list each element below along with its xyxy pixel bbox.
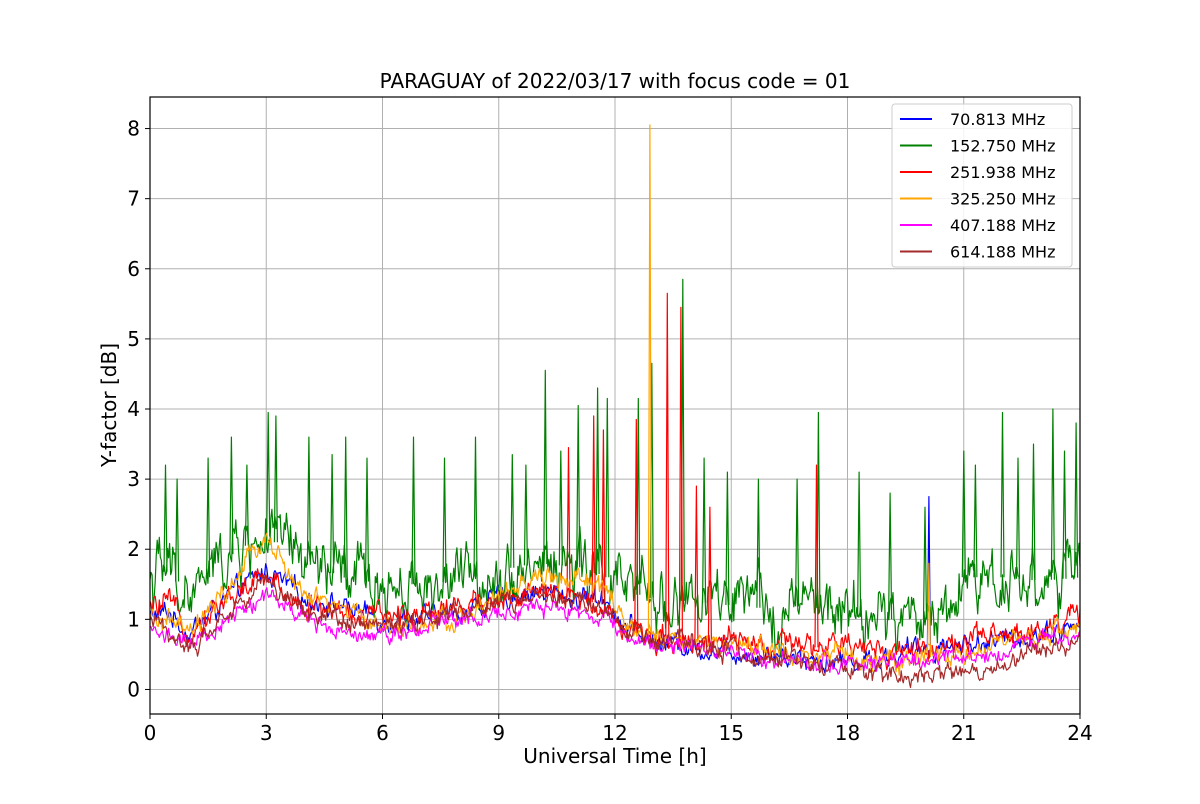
y-tick-label: 7 [127, 187, 140, 211]
series-spike [814, 464, 819, 648]
series-spike [591, 415, 596, 603]
series-line-1 [149, 508, 1081, 658]
series-spike [694, 485, 699, 641]
legend-label: 614.188 MHz [950, 243, 1055, 262]
series-spike [1000, 411, 1005, 578]
series-spike [1015, 457, 1021, 579]
y-tick-label: 1 [127, 607, 140, 631]
legend-label: 251.938 MHz [950, 163, 1055, 182]
y-tick-label: 5 [127, 327, 140, 351]
legend-label: 325.250 MHz [950, 190, 1055, 209]
legend-label: 407.188 MHz [950, 216, 1055, 235]
series-spike [273, 415, 278, 543]
series-spike [543, 369, 548, 565]
series-spike [857, 471, 862, 617]
y-tick-label: 4 [127, 397, 140, 421]
series-spike [266, 411, 271, 537]
series-spike [926, 562, 931, 658]
series-spike [576, 404, 581, 568]
series-spike [229, 436, 234, 555]
series-spike [922, 506, 928, 620]
y-tick-label: 8 [127, 117, 140, 141]
series-spike [795, 478, 800, 607]
x-tick-label: 15 [719, 721, 744, 745]
legend-box [891, 103, 1073, 268]
y-axis-label: Y-factor [dB] [97, 343, 121, 468]
series-spike [330, 454, 335, 574]
series-spike [973, 464, 978, 578]
series-spike [1050, 408, 1055, 580]
y-tick-label: 6 [127, 257, 140, 281]
series-spike [1074, 422, 1079, 578]
series-spike [523, 464, 528, 566]
series-spike [163, 464, 168, 572]
x-tick-label: 9 [492, 721, 505, 745]
series-spike [595, 387, 600, 575]
series-spike [888, 492, 893, 620]
series-spike [647, 124, 652, 636]
series-line-4 [149, 587, 1081, 675]
series-spike [558, 450, 563, 566]
series-line-5 [149, 573, 1081, 689]
x-tick-label: 21 [951, 721, 976, 745]
x-tick-label: 0 [144, 721, 157, 745]
series-line-3 [149, 532, 1081, 676]
legend-label: 152.750 MHz [950, 137, 1055, 156]
series-spike [175, 478, 180, 582]
series-spike [364, 457, 370, 582]
legend: 70.813 MHz 152.750 MHz 251.938 MHz 325.250 … [891, 103, 1073, 268]
series-spike [634, 418, 639, 633]
series-spike [605, 397, 610, 578]
series-spike [442, 457, 447, 583]
series-spike [473, 436, 478, 577]
series-spike [601, 429, 606, 605]
series-spike [702, 457, 707, 603]
series-spike [343, 436, 348, 578]
series-spike [678, 306, 683, 640]
series-spike [206, 457, 211, 578]
x-axis-label: Universal Time [h] [523, 744, 706, 768]
series-spike [725, 471, 730, 606]
y-tick-label: 3 [127, 467, 140, 491]
y-tick-label: 0 [127, 677, 140, 701]
x-tick-label: 3 [260, 721, 273, 745]
series-spike [1031, 443, 1036, 581]
series-spike [707, 506, 712, 643]
x-tick-label: 12 [602, 721, 627, 745]
series-spike [306, 436, 311, 565]
series-spike [961, 450, 966, 578]
series-spike [411, 436, 416, 585]
x-tick-label: 24 [1067, 721, 1092, 745]
x-tick-label: 18 [835, 721, 860, 745]
series-spike [665, 292, 670, 639]
series-spike [510, 454, 515, 568]
series-spike [756, 478, 761, 608]
y-tick-label: 2 [127, 537, 140, 561]
series-layer [149, 124, 1081, 689]
legend-label: 70.813 MHz [950, 110, 1045, 129]
x-tick-label: 6 [376, 721, 389, 745]
chart-title: PARAGUAY of 2022/03/17 with focus code =… [380, 69, 851, 93]
series-spike [566, 447, 571, 598]
series-spike [244, 464, 249, 546]
series-spike [1062, 450, 1067, 579]
